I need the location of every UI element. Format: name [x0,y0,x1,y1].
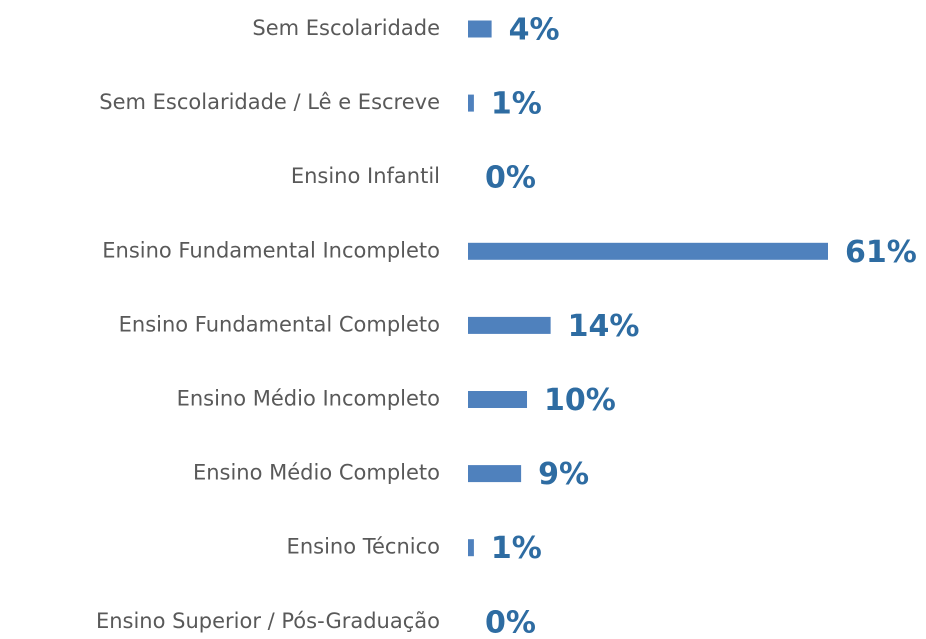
bar [468,94,474,112]
category-label: Ensino Médio Incompleto [177,387,440,411]
value-label: 0% [485,605,536,639]
value-label: 10% [544,383,616,418]
value-label: 9% [538,457,589,492]
bar [468,539,474,557]
value-label: 4% [509,13,560,48]
category-label: Ensino Infantil [291,164,440,188]
bar [468,242,828,260]
category-label: Ensino Superior / Pós-Graduação [96,609,440,633]
value-label: 0% [485,161,536,196]
bar [468,391,528,408]
value-label: 61% [845,235,917,270]
category-label: Ensino Fundamental Completo [119,312,440,336]
category-label: Ensino Fundamental Incompleto [102,238,440,262]
category-label: Sem Escolaridade [252,16,440,40]
value-label: 14% [568,309,640,344]
value-label: 1% [491,87,542,122]
value-label: 1% [491,531,542,566]
bar [468,465,522,483]
category-label: Sem Escolaridade / Lê e Escreve [99,90,440,114]
bar [468,20,492,38]
bar [468,316,551,334]
category-label: Ensino Médio Completo [193,461,440,485]
category-label: Ensino Técnico [287,535,440,559]
